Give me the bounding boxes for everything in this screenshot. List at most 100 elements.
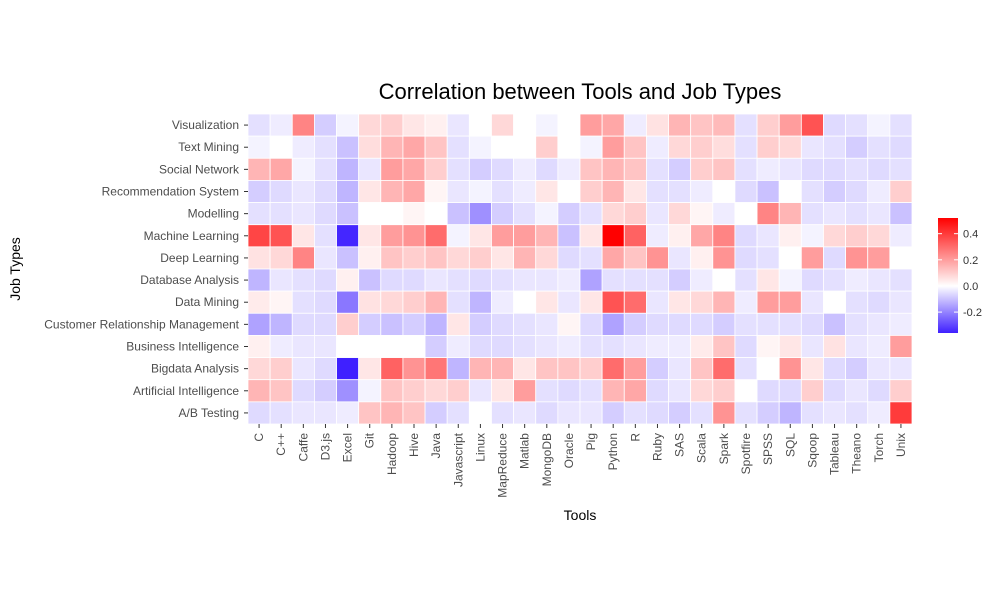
heatmap-cell bbox=[402, 357, 426, 381]
heatmap-cell bbox=[269, 312, 293, 336]
heatmap-cell bbox=[889, 312, 913, 336]
heatmap-cell bbox=[269, 180, 293, 203]
heatmap-cell bbox=[778, 180, 802, 203]
heatmap-cell bbox=[734, 290, 758, 314]
x-tick-label: Hive bbox=[407, 433, 421, 457]
heatmap-cell bbox=[601, 357, 625, 381]
heatmap-cell bbox=[690, 357, 714, 381]
y-axis-ticks: Visualization Text Mining Social Network Re… bbox=[44, 118, 248, 420]
legend-tick-label: -0.2 bbox=[963, 307, 982, 319]
heatmap-cell bbox=[269, 135, 293, 159]
heatmap-cell bbox=[623, 180, 647, 203]
heatmap-cell bbox=[291, 224, 315, 248]
heatmap-cell bbox=[291, 113, 315, 137]
heatmap-cell bbox=[336, 335, 360, 358]
heatmap-cell bbox=[491, 268, 515, 292]
heatmap-cell bbox=[800, 312, 824, 336]
heatmap-cell bbox=[491, 180, 515, 203]
legend-tick-label: 0.2 bbox=[963, 255, 978, 267]
heatmap-cell bbox=[336, 401, 360, 425]
heatmap-cell bbox=[734, 135, 758, 159]
heatmap-cell bbox=[491, 246, 515, 270]
heatmap-cell bbox=[734, 246, 758, 270]
x-tick-label: Torch bbox=[872, 433, 886, 462]
heatmap-cell bbox=[867, 246, 891, 270]
heatmap-cell bbox=[734, 379, 758, 403]
heatmap-cell bbox=[623, 290, 647, 314]
heatmap-cell bbox=[646, 401, 669, 425]
heatmap-cell bbox=[690, 180, 714, 203]
heatmap-cell bbox=[468, 379, 492, 403]
heatmap-cell bbox=[867, 202, 891, 226]
heatmap-cell bbox=[889, 335, 913, 358]
heatmap-cell bbox=[889, 224, 913, 248]
heatmap-cell bbox=[247, 312, 271, 336]
heatmap-cell bbox=[446, 157, 470, 181]
y-axis-title: Job Types bbox=[7, 237, 23, 301]
heatmap-cell bbox=[468, 335, 492, 358]
heatmap-cell bbox=[845, 224, 869, 248]
heatmap-cell bbox=[535, 246, 559, 270]
heatmap-cell bbox=[800, 135, 824, 159]
heatmap-cell bbox=[336, 379, 360, 403]
heatmap-cell bbox=[336, 268, 360, 292]
heatmap-cell bbox=[712, 312, 736, 336]
heatmap-cell bbox=[491, 357, 515, 381]
heatmap-cell bbox=[491, 202, 515, 226]
heatmap-cell bbox=[557, 268, 581, 292]
heatmap-cell bbox=[358, 224, 382, 248]
heatmap-cell bbox=[491, 312, 515, 336]
heatmap-cell bbox=[601, 290, 625, 314]
heatmap-cell bbox=[712, 157, 736, 181]
heatmap-cell bbox=[845, 157, 869, 181]
heatmap-cell bbox=[889, 113, 913, 137]
heatmap-cell bbox=[313, 357, 337, 381]
chart-title: Correlation between Tools and Job Types bbox=[379, 79, 782, 104]
heatmap-cell bbox=[823, 246, 847, 270]
heatmap-cell bbox=[867, 312, 891, 336]
heatmap-cell bbox=[380, 135, 404, 159]
heatmap-cell bbox=[668, 312, 692, 336]
heatmap-cell bbox=[535, 379, 559, 403]
heatmap-cell bbox=[313, 335, 337, 358]
heatmap-cell bbox=[712, 135, 736, 159]
x-tick-label: Sqoop bbox=[805, 433, 819, 468]
y-tick-label: A/B Testing bbox=[179, 406, 239, 420]
heatmap-cell bbox=[358, 202, 382, 226]
heatmap-cell bbox=[646, 157, 669, 181]
heatmap-cell bbox=[867, 224, 891, 248]
heatmap-cell bbox=[269, 246, 293, 270]
heatmap-cell bbox=[579, 379, 603, 403]
heatmap-cell bbox=[867, 180, 891, 203]
heatmap-cell bbox=[291, 312, 315, 336]
heatmap-cell bbox=[336, 357, 360, 381]
heatmap-cell bbox=[557, 157, 581, 181]
heatmap-cell bbox=[823, 335, 847, 358]
heatmap-cell bbox=[446, 180, 470, 203]
heatmap-cell bbox=[402, 135, 426, 159]
heatmap-cell bbox=[269, 335, 293, 358]
heatmap-cell bbox=[380, 268, 404, 292]
heatmap-cell bbox=[579, 312, 603, 336]
heatmap-cell bbox=[601, 246, 625, 270]
x-tick-label: SQL bbox=[783, 433, 797, 457]
heatmap-cell bbox=[446, 268, 470, 292]
heatmap-cell bbox=[513, 290, 537, 314]
heatmap-cell bbox=[712, 401, 736, 425]
heatmap-cell bbox=[690, 379, 714, 403]
heatmap-cell bbox=[424, 246, 448, 270]
heatmap-cell bbox=[734, 312, 758, 336]
heatmap-cell bbox=[756, 268, 780, 292]
heatmap-cell bbox=[468, 401, 492, 425]
heatmap-cell bbox=[557, 357, 581, 381]
heatmap-cell bbox=[778, 113, 802, 137]
heatmap-cell bbox=[668, 157, 692, 181]
heatmap-cell bbox=[402, 268, 426, 292]
heatmap-cell bbox=[778, 290, 802, 314]
heatmap-cell bbox=[313, 224, 337, 248]
heatmap-cell bbox=[535, 224, 559, 248]
heatmap-cell bbox=[557, 379, 581, 403]
heatmap-cell bbox=[646, 180, 669, 203]
y-tick-label: Customer Relationship Management bbox=[44, 317, 239, 331]
